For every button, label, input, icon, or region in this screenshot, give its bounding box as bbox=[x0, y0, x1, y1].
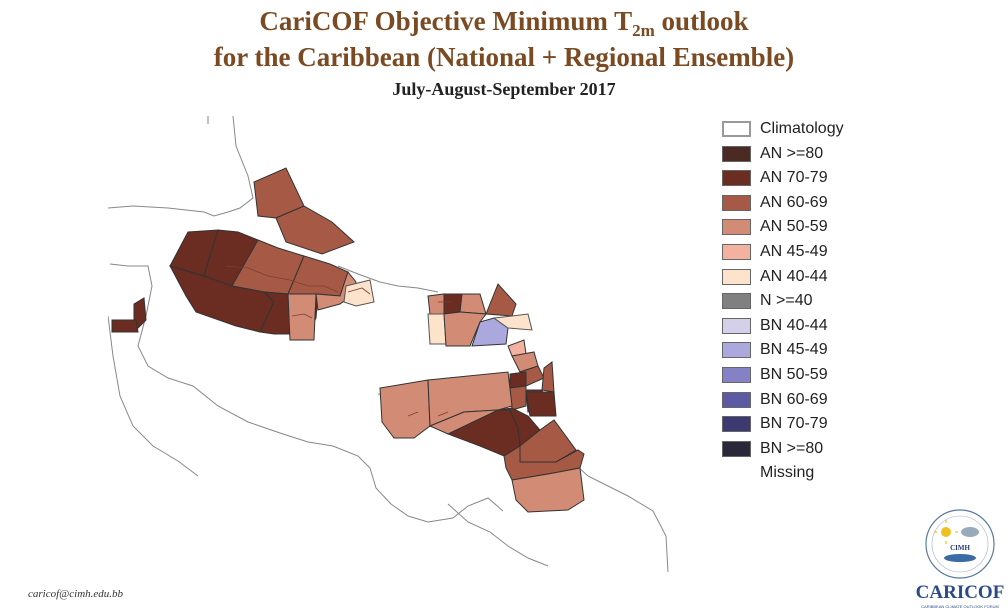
legend-swatch bbox=[722, 366, 751, 383]
legend-label: AN 70-79 bbox=[760, 169, 828, 187]
title-suffix: outlook bbox=[654, 6, 749, 36]
legend-item: BN 50-59 bbox=[722, 364, 912, 389]
legend-swatch bbox=[722, 121, 751, 137]
legend-item: BN 45-49 bbox=[722, 339, 912, 364]
region-puerto-rico bbox=[443, 293, 463, 315]
region-french-guiana bbox=[511, 467, 585, 513]
legend-item: AN 45-49 bbox=[722, 241, 912, 266]
legend-swatch bbox=[722, 342, 751, 359]
legend-item: BN 70-79 bbox=[722, 413, 912, 438]
region-belize-south bbox=[111, 319, 139, 333]
region-virgin-islands bbox=[459, 293, 487, 315]
region-bahamas-south bbox=[275, 205, 355, 255]
logo-badge: CIMH bbox=[950, 544, 970, 552]
legend-swatch bbox=[722, 194, 751, 211]
legend-label: BN 50-59 bbox=[760, 365, 828, 383]
legend-swatch bbox=[722, 268, 751, 285]
legend-item: AN 70-79 bbox=[722, 167, 912, 192]
region-puerto-rico-west bbox=[427, 293, 445, 315]
legend-swatch bbox=[722, 416, 751, 433]
caribbean-outlook-map bbox=[108, 116, 669, 572]
legend-item: BN 40-44 bbox=[722, 315, 912, 340]
legend-item: AN 40-44 bbox=[722, 266, 912, 291]
region-suriname-south bbox=[503, 445, 585, 481]
legend-label: BN 40-44 bbox=[760, 316, 828, 334]
legend-item: AN 50-59 bbox=[722, 216, 912, 241]
cloud-icon bbox=[961, 527, 979, 537]
region-barbados bbox=[541, 361, 555, 393]
legend-swatch bbox=[722, 145, 751, 162]
legend-swatch bbox=[722, 440, 751, 457]
season-label: July-August-September 2017 bbox=[392, 79, 616, 99]
legend-swatch bbox=[722, 293, 751, 310]
legend-item: AN >=80 bbox=[722, 143, 912, 168]
region-hispaniola bbox=[343, 279, 375, 307]
legend-swatch bbox=[722, 243, 751, 260]
region-st-vincent bbox=[509, 371, 527, 389]
legend-label: AN 50-59 bbox=[760, 218, 828, 236]
legend-item: BN 60-69 bbox=[722, 389, 912, 414]
legend-label: Missing bbox=[760, 464, 815, 482]
legend-label: N >=40 bbox=[760, 292, 813, 310]
legend-swatch bbox=[722, 317, 751, 334]
legend-label: BN 45-49 bbox=[760, 341, 828, 359]
island-outlines bbox=[225, 265, 452, 417]
coastlines bbox=[108, 116, 669, 572]
caricof-logo: CIMH CARICOF CARIBBEAN CLIMATE OUTLOOK F… bbox=[916, 509, 1005, 609]
title-subscript: 2m bbox=[632, 21, 655, 40]
legend-item: Missing bbox=[722, 462, 912, 487]
legend-label: Climatology bbox=[760, 120, 844, 137]
legend-swatch bbox=[722, 219, 751, 236]
title-prefix: CariCOF Objective Minimum T bbox=[259, 6, 633, 36]
legend-swatch bbox=[722, 391, 751, 408]
region-jamaica-south bbox=[287, 293, 317, 341]
region-leeward-bn bbox=[471, 317, 509, 347]
legend-label: BN >=80 bbox=[760, 439, 824, 457]
legend-item: N >=40 bbox=[722, 290, 912, 315]
legend-label: AN 40-44 bbox=[760, 267, 828, 285]
logo-ring bbox=[925, 509, 995, 579]
wave-icon bbox=[944, 554, 976, 562]
sun-rays-icon bbox=[934, 520, 958, 544]
logo-name: CARICOF bbox=[916, 582, 1005, 603]
region-anguilla bbox=[485, 283, 517, 317]
legend-label: BN 70-79 bbox=[760, 415, 828, 433]
legend-item: AN 60-69 bbox=[722, 192, 912, 217]
region-south-caribbean-west bbox=[379, 379, 431, 439]
legend-label: AN 45-49 bbox=[760, 242, 828, 260]
logo-tagline: CARIBBEAN CLIMATE OUTLOOK FORUM bbox=[921, 604, 999, 609]
map-title-line-2: for the Caribbean (National + Regional E… bbox=[213, 42, 795, 72]
legend-label: BN 60-69 bbox=[760, 390, 828, 408]
legend-item: BN >=80 bbox=[722, 438, 912, 463]
contact-email: caricof@cimh.edu.bb bbox=[28, 588, 124, 600]
region-tobago bbox=[525, 391, 557, 417]
legend-label: AN >=80 bbox=[760, 144, 824, 162]
legend: Climatology AN >=80 AN 70-79 AN 60-69 AN 50-… bbox=[722, 118, 912, 487]
legend-label: AN 60-69 bbox=[760, 193, 828, 211]
sun-icon bbox=[941, 527, 951, 537]
region-usvi-south bbox=[427, 313, 447, 345]
region-antigua bbox=[492, 313, 533, 331]
legend-item: Climatology bbox=[722, 118, 912, 143]
map-title-line-1: CariCOF Objective Minimum T2m outlook bbox=[0, 4, 1008, 48]
legend-swatch bbox=[722, 170, 751, 187]
